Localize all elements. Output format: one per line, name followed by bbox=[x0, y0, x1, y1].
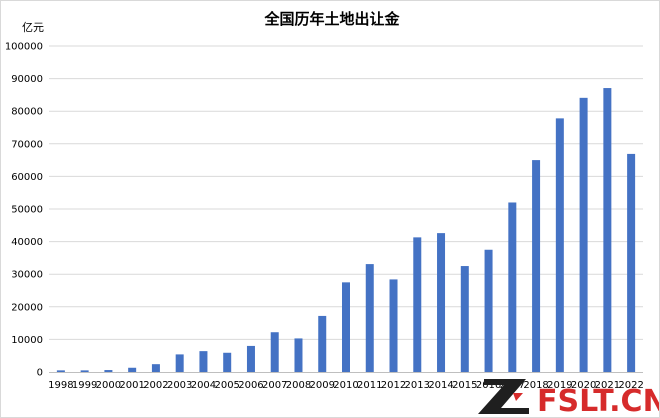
bar-2018 bbox=[532, 160, 541, 372]
bar-2012 bbox=[389, 279, 398, 372]
x-tick-label: 2001 bbox=[119, 380, 144, 391]
y-tick-label: 10000 bbox=[11, 335, 43, 346]
bar-2022 bbox=[627, 153, 636, 372]
y-tick-label: 20000 bbox=[11, 302, 43, 313]
y-tick-label: 30000 bbox=[11, 270, 43, 281]
x-tick-label: 1999 bbox=[72, 380, 97, 391]
x-tick-label: 2021 bbox=[595, 380, 620, 391]
y-tick-label: 60000 bbox=[11, 172, 43, 183]
bar-2019 bbox=[555, 118, 564, 372]
chart-title: 全国历年土地出让金 bbox=[263, 10, 400, 28]
x-tick-label: 2019 bbox=[547, 380, 572, 391]
x-tick-label: 2014 bbox=[428, 380, 453, 391]
x-tick-label: 2012 bbox=[381, 380, 406, 391]
x-tick-label: 2002 bbox=[143, 380, 168, 391]
y-axis-unit-label: 亿元 bbox=[22, 21, 44, 34]
x-tick-label: 2011 bbox=[357, 380, 382, 391]
x-tick-label: 2005 bbox=[214, 380, 239, 391]
x-tick-label: 2007 bbox=[262, 380, 287, 391]
bar-2010 bbox=[342, 282, 350, 372]
bar-2004 bbox=[199, 351, 208, 372]
x-tick-label: 2006 bbox=[238, 380, 263, 391]
bar-2007 bbox=[270, 332, 279, 372]
x-tick-label: 2015 bbox=[452, 380, 477, 391]
watermark-logo: FSLT.CN bbox=[478, 379, 659, 417]
bar-2001 bbox=[128, 367, 137, 372]
watermark-z-logo bbox=[478, 379, 529, 414]
bar-2003 bbox=[175, 354, 184, 372]
y-tick-label: 100000 bbox=[5, 42, 43, 53]
bar-1998 bbox=[56, 370, 65, 372]
x-tick-label: 2000 bbox=[96, 380, 121, 391]
bar-2006 bbox=[246, 345, 255, 372]
x-tick-label: 2022 bbox=[618, 380, 643, 391]
x-tick-label: 2016 bbox=[476, 380, 501, 391]
bar-2005 bbox=[223, 352, 232, 372]
watermark-text: FSLT.CN bbox=[537, 384, 659, 417]
y-tick-label: 70000 bbox=[11, 139, 43, 150]
x-tick-label: 2018 bbox=[523, 380, 548, 391]
y-axis-tick-labels: 0 10000 20000 30000 40000 50000 60000 70000 8000… bbox=[5, 42, 43, 379]
bar-2020 bbox=[579, 97, 588, 373]
bar-2000 bbox=[104, 370, 113, 372]
bar-2002 bbox=[151, 364, 160, 372]
watermark-z-accent bbox=[513, 393, 523, 401]
y-tick-label: 50000 bbox=[11, 205, 43, 216]
gridlines bbox=[49, 45, 643, 340]
y-tick-label: 80000 bbox=[11, 107, 43, 118]
bar-2014 bbox=[437, 233, 446, 372]
bar-2021 bbox=[603, 88, 612, 372]
x-tick-label: 2009 bbox=[310, 380, 335, 391]
y-tick-label: 90000 bbox=[11, 74, 43, 85]
x-tick-label: 1998 bbox=[48, 380, 73, 391]
bars bbox=[56, 88, 636, 373]
x-tick-label: 2013 bbox=[405, 380, 430, 391]
y-tick-label: 40000 bbox=[11, 237, 43, 248]
x-tick-label: 2020 bbox=[571, 380, 596, 391]
bar-2009 bbox=[318, 315, 327, 372]
x-tick-label: 2010 bbox=[333, 380, 358, 391]
x-tick-label: 2003 bbox=[167, 380, 192, 391]
bar-2015 bbox=[460, 266, 469, 372]
bar-2017 bbox=[508, 202, 517, 372]
x-tick-label: 2008 bbox=[286, 380, 311, 391]
bar-1999 bbox=[80, 370, 89, 372]
bar-2011 bbox=[365, 264, 374, 372]
bar-2016 bbox=[484, 249, 493, 372]
y-tick-label: 0 bbox=[37, 368, 43, 379]
bar-2013 bbox=[413, 237, 422, 372]
bar-2008 bbox=[294, 338, 303, 372]
x-tick-label: 2004 bbox=[191, 380, 216, 391]
